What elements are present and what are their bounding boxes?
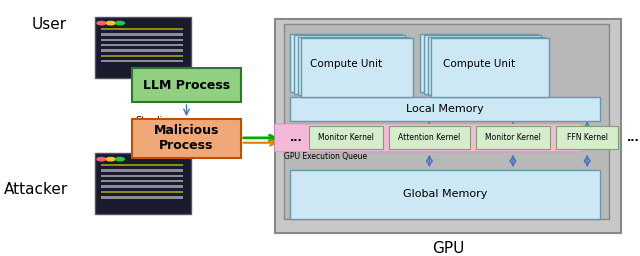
FancyBboxPatch shape — [424, 36, 541, 94]
Circle shape — [116, 157, 124, 161]
FancyBboxPatch shape — [101, 55, 183, 57]
Text: Global Memory: Global Memory — [403, 189, 487, 199]
FancyBboxPatch shape — [431, 38, 549, 97]
FancyBboxPatch shape — [101, 169, 183, 172]
Text: Attention Kernel: Attention Kernel — [398, 133, 461, 142]
FancyBboxPatch shape — [101, 191, 183, 193]
Text: Monitor Kernel: Monitor Kernel — [318, 133, 374, 142]
FancyBboxPatch shape — [389, 126, 470, 150]
FancyArrow shape — [275, 124, 596, 152]
Circle shape — [97, 157, 106, 161]
FancyBboxPatch shape — [290, 170, 600, 219]
FancyBboxPatch shape — [420, 34, 538, 92]
Text: Compute Unit: Compute Unit — [310, 59, 382, 69]
Text: User: User — [31, 17, 67, 32]
Circle shape — [116, 22, 124, 25]
FancyBboxPatch shape — [132, 68, 241, 102]
FancyBboxPatch shape — [290, 97, 600, 122]
FancyBboxPatch shape — [556, 126, 618, 150]
Text: Local Memory: Local Memory — [406, 104, 484, 114]
Text: GPU Execution Queue: GPU Execution Queue — [284, 152, 367, 161]
FancyBboxPatch shape — [101, 44, 183, 46]
FancyBboxPatch shape — [101, 60, 183, 62]
Text: Malicious
Process: Malicious Process — [154, 124, 219, 153]
Text: Stealing: Stealing — [136, 116, 175, 126]
FancyBboxPatch shape — [101, 180, 183, 183]
Text: ...: ... — [290, 133, 303, 143]
Circle shape — [106, 22, 115, 25]
Circle shape — [106, 157, 115, 161]
Text: GPU: GPU — [432, 241, 464, 255]
Text: Generating: Generating — [136, 58, 190, 68]
Text: ...: ... — [627, 133, 640, 143]
FancyBboxPatch shape — [101, 28, 183, 30]
FancyBboxPatch shape — [301, 38, 413, 97]
FancyBboxPatch shape — [101, 33, 183, 36]
FancyBboxPatch shape — [101, 175, 183, 177]
Text: Monitor Kernel: Monitor Kernel — [485, 133, 541, 142]
FancyBboxPatch shape — [298, 37, 409, 95]
Text: Attacker: Attacker — [4, 182, 68, 197]
FancyBboxPatch shape — [284, 24, 609, 219]
FancyBboxPatch shape — [294, 36, 405, 94]
FancyBboxPatch shape — [95, 17, 191, 78]
FancyBboxPatch shape — [101, 39, 183, 41]
FancyBboxPatch shape — [101, 49, 183, 52]
FancyBboxPatch shape — [132, 119, 241, 158]
FancyBboxPatch shape — [428, 37, 545, 95]
FancyBboxPatch shape — [101, 185, 183, 188]
FancyBboxPatch shape — [476, 126, 550, 150]
Text: LLM Process: LLM Process — [143, 79, 230, 92]
Circle shape — [97, 22, 106, 25]
Text: Compute Unit: Compute Unit — [443, 59, 515, 69]
Text: FFN Kernel: FFN Kernel — [566, 133, 608, 142]
FancyBboxPatch shape — [95, 153, 191, 214]
FancyBboxPatch shape — [101, 196, 183, 198]
FancyBboxPatch shape — [101, 164, 183, 166]
FancyBboxPatch shape — [290, 34, 401, 92]
FancyBboxPatch shape — [308, 126, 383, 150]
FancyBboxPatch shape — [275, 19, 621, 233]
